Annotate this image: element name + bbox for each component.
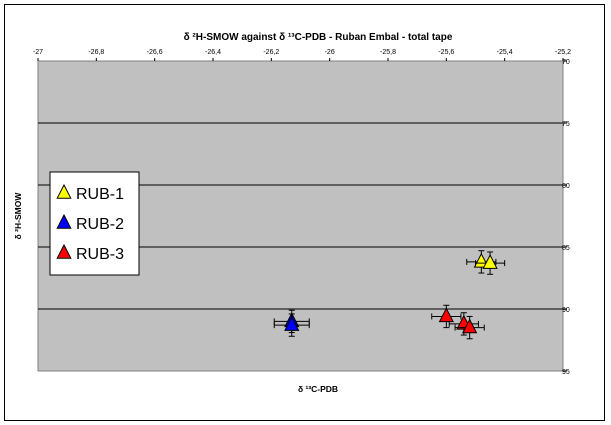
y-axis-ticks: 70 75 80 85 90 95 <box>562 59 570 376</box>
x-tick-label: -26,2 <box>263 49 279 56</box>
legend-label: RUB-2 <box>76 216 124 233</box>
y-tick-label: 70 <box>562 59 570 66</box>
data-point-triangle <box>482 254 498 269</box>
chart-title: δ ²H-SMOW against δ ¹³C-PDB - Ruban Emba… <box>184 32 453 43</box>
x-axis-label: δ ¹³C-PDB <box>298 384 338 394</box>
y-tick-label: 80 <box>562 183 570 190</box>
legend-marker <box>56 243 72 259</box>
x-tick-label: -26,6 <box>147 49 163 56</box>
legend-marker <box>56 213 72 229</box>
data-points <box>273 250 506 340</box>
y-tick-label: 75 <box>562 121 570 128</box>
data-point-triangle <box>473 252 489 268</box>
x-tick-label: -25,8 <box>380 49 396 56</box>
legend-marker <box>56 183 72 199</box>
legend-label: RUB-3 <box>76 246 124 263</box>
y-tick-label: 85 <box>562 245 570 252</box>
data-point-triangle <box>462 318 478 334</box>
x-tick-label: -26,8 <box>88 49 104 56</box>
legend-label: RUB-1 <box>76 186 124 203</box>
x-tick-label: -26 <box>325 49 335 56</box>
data-point-triangle <box>438 307 454 323</box>
x-axis-ticks: -27 -26,8 -26,6 -26,4 -26,2 -26 -25,8 -25,6 -25,… <box>33 49 571 61</box>
x-tick-label: -25,6 <box>438 49 454 56</box>
y-tick-label: 95 <box>562 369 570 376</box>
y-axis-label: δ ²H-SMOW <box>13 192 23 240</box>
x-tick-label: -25,2 <box>555 49 571 56</box>
data-point-triangle <box>284 316 300 331</box>
x-tick-label: -27 <box>33 49 43 56</box>
x-tick-label: -25,4 <box>497 49 513 56</box>
y-tick-label: 90 <box>562 307 570 314</box>
x-tick-label: -26,4 <box>205 49 221 56</box>
legend: RUB-1 RUB-2 RUB-3 <box>49 171 140 276</box>
